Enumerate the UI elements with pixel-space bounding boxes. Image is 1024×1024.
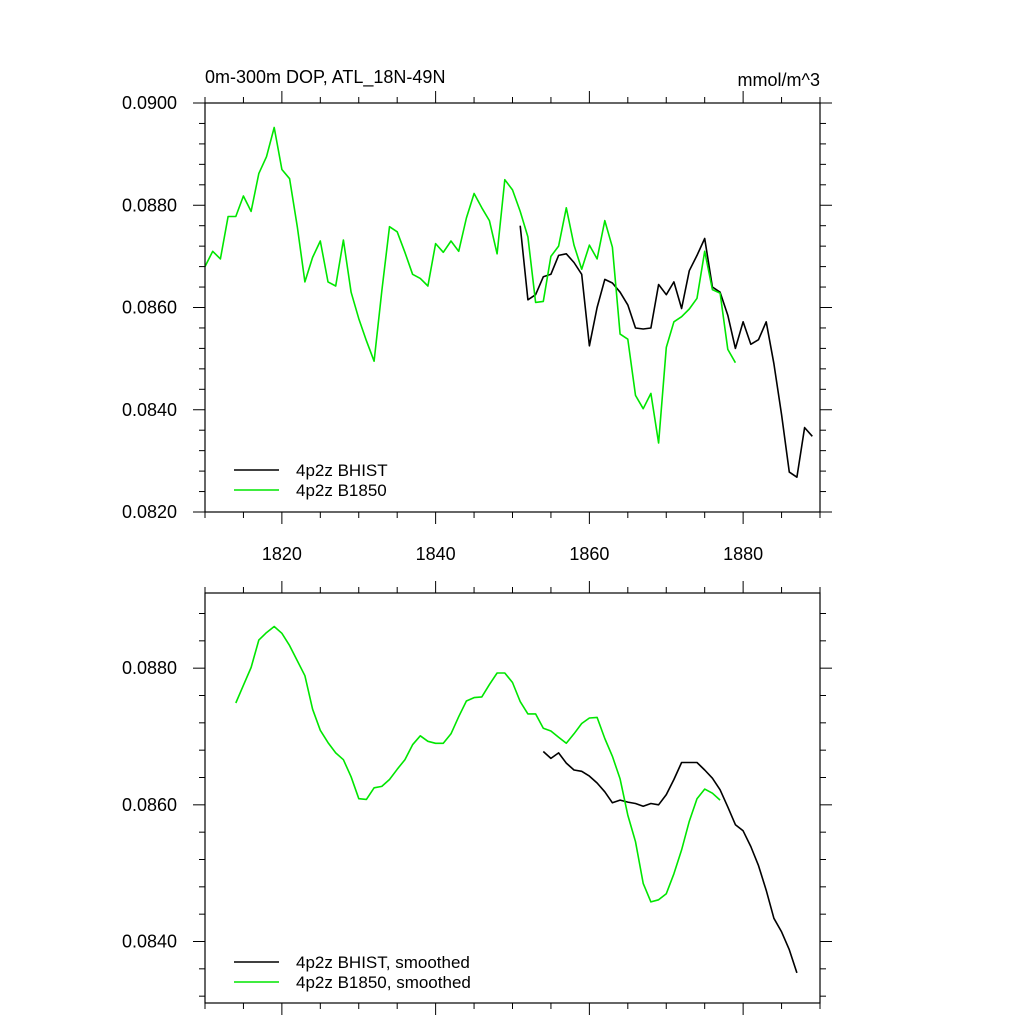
legend-bottom: 4p2z BHIST, smoothed 4p2z B1850, smoothe… [234,953,471,992]
series-line-bhist [519,225,813,479]
x-tick-label: 1820 [262,544,302,564]
legend-top: 4p2z BHIST 4p2z B1850 [234,461,388,500]
plot-marks-top: 1820 1840 1860 1880 0.0820 0.0840 0.0860 0.0880… [122,91,832,564]
y-tick-label: 0.0860 [122,298,177,318]
x-tick-label: 1860 [569,544,609,564]
panel-top: 0m-300m DOP, ATL_18N-49N mmol/m^3 1820 18… [122,67,832,564]
y-tick-label: 0.0900 [122,93,177,113]
y-tick-label: 0.0860 [122,795,177,815]
legend-label-bhist-smoothed: 4p2z BHIST, smoothed [296,953,470,972]
y-tick-label: 0.0840 [122,400,177,420]
legend-label-b1850: 4p2z B1850 [296,481,387,500]
y-tick-label: 0.0880 [122,195,177,215]
legend-label-b1850-smoothed: 4p2z B1850, smoothed [296,973,471,992]
panel-bottom: 0.0840 0.0860 0.0880 4p2z BHIST, smoothed … [122,581,832,1015]
series-line-b1850 [235,625,721,903]
chart-title: 0m-300m DOP, ATL_18N-49N [205,67,445,88]
x-tick-label: 1840 [416,544,456,564]
plot-frame-bottom [204,592,821,1004]
plot-frame-top [204,102,821,513]
series-line-b1850 [204,126,737,444]
legend-label-bhist: 4p2z BHIST [296,461,388,480]
y-tick-label: 0.0840 [122,932,177,952]
x-tick-label: 1880 [723,544,763,564]
y-tick-label: 0.0880 [122,658,177,678]
chart-units: mmol/m^3 [738,70,820,90]
plot-marks-bottom: 0.0840 0.0860 0.0880 [122,581,832,1015]
y-tick-label: 0.0820 [122,502,177,522]
series-line-bhist [542,750,798,974]
